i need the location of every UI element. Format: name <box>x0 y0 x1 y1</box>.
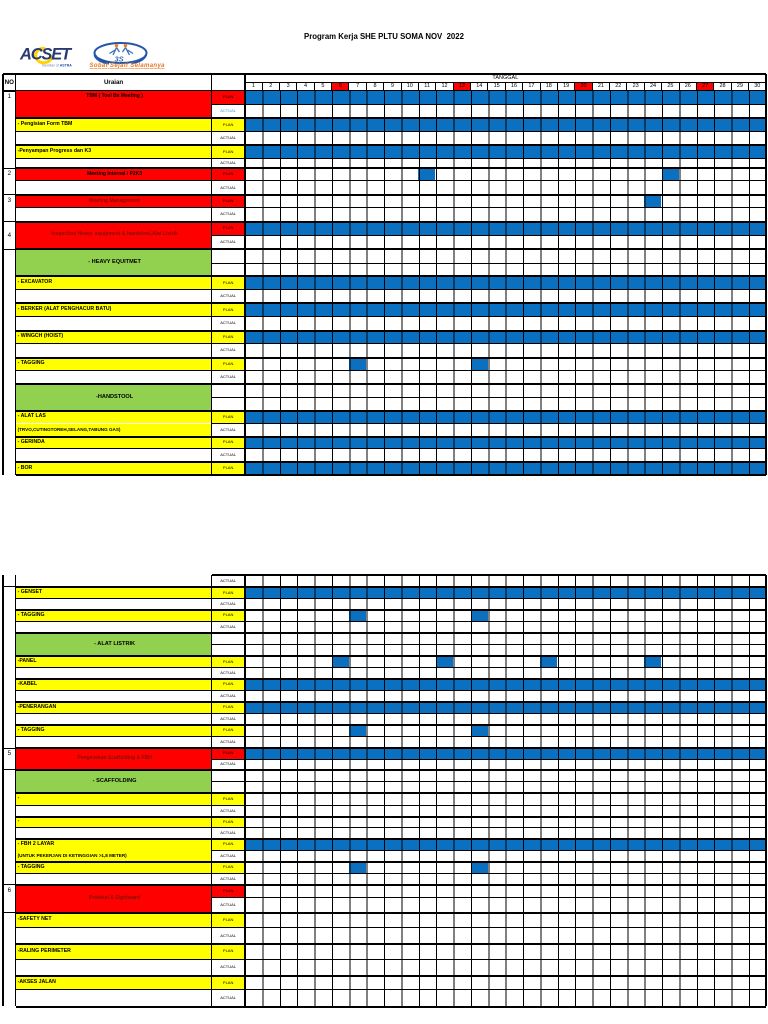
svg-text:member of ASTRA: member of ASTRA <box>42 64 72 68</box>
svg-text:ACSET: ACSET <box>19 46 73 64</box>
svg-text:Sobat Sejati Selamanya: Sobat Sejati Selamanya <box>90 63 166 69</box>
svg-text:3S: 3S <box>115 55 124 64</box>
